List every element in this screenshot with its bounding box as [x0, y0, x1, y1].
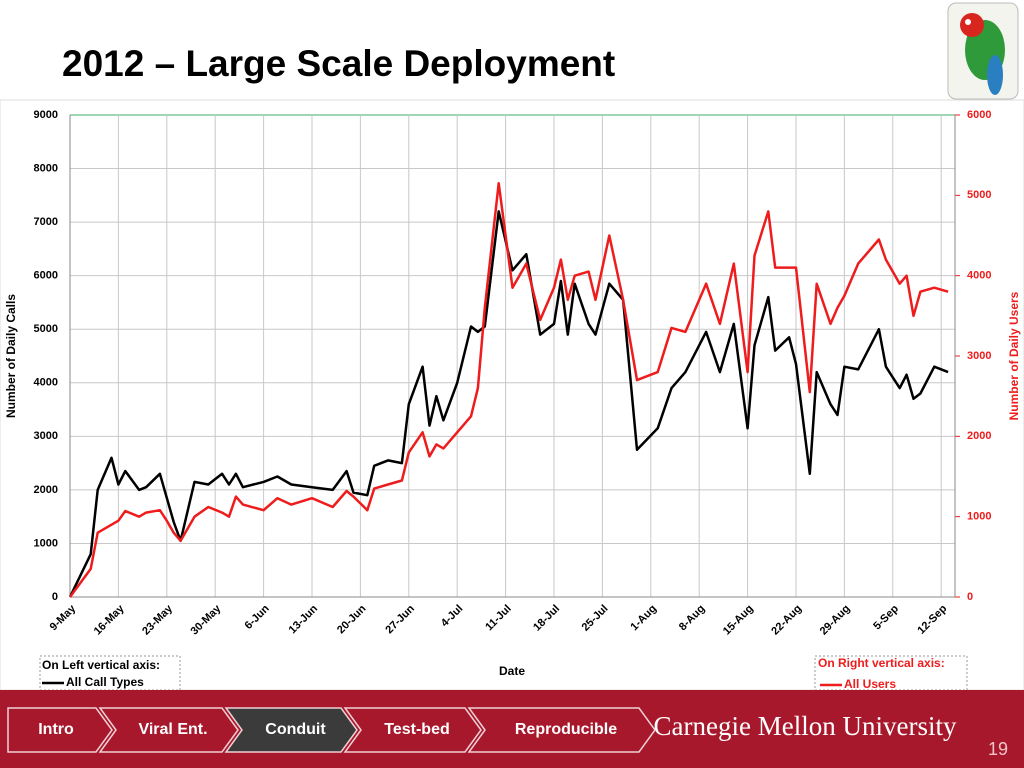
nav-item[interactable]: [7, 707, 113, 753]
y-tick-label: 2000: [34, 484, 58, 496]
right-legend-box: On Right vertical axis: All Users: [814, 655, 968, 691]
annotation: On Right vertical axis:: [818, 656, 945, 670]
y-tick-label: 5000: [34, 323, 58, 335]
nav-label: Viral Ent.: [138, 721, 207, 738]
nav-item[interactable]: [343, 707, 482, 753]
y2-tick-label: 1000: [967, 511, 991, 523]
y2-tick-label: 6000: [967, 109, 991, 121]
page-number: 19: [988, 739, 1008, 759]
y2-tick-label: 0: [967, 591, 973, 603]
chart-frame: [0, 99, 1024, 691]
nav-label: Intro: [38, 721, 74, 738]
y-tick-label: 0: [52, 591, 58, 603]
nav-label: Reproducible: [515, 721, 617, 738]
annotation: On Left vertical axis:: [42, 658, 160, 672]
nav-label: Test-bed: [384, 721, 449, 738]
y-tick-label: 7000: [34, 216, 58, 228]
y2-axis-title: Number of Daily Users: [1007, 291, 1021, 420]
nav-item[interactable]: [98, 707, 239, 753]
y2-tick-label: 2000: [967, 430, 991, 442]
y2-tick-label: 3000: [967, 350, 991, 362]
nav-item[interactable]: [467, 707, 656, 753]
y-tick-label: 4000: [34, 377, 58, 389]
nav-label: Conduit: [265, 721, 326, 738]
legend-entry: All Call Types: [66, 675, 144, 689]
slide-title: 2012 – Large Scale Deployment: [62, 43, 615, 84]
nav-item[interactable]: [224, 707, 358, 753]
legend-entry: All Users: [844, 677, 896, 691]
y-tick-label: 3000: [34, 430, 58, 442]
y-axis-title: Number of Daily Calls: [4, 294, 18, 418]
y2-tick-label: 4000: [967, 270, 991, 282]
y2-tick-label: 5000: [967, 189, 991, 201]
y-tick-label: 1000: [34, 537, 58, 549]
x-axis-title: Date: [499, 664, 525, 678]
y-tick-label: 9000: [34, 109, 58, 121]
y-tick-label: 6000: [34, 270, 58, 282]
logo: [947, 2, 1019, 100]
brand: Carnegie Mellon University: [654, 711, 957, 741]
left-legend-box: On Left vertical axis: All Call Types: [39, 655, 181, 691]
series-line: [68, 210, 949, 598]
y-tick-label: 8000: [34, 162, 58, 174]
series-line: [68, 182, 949, 598]
